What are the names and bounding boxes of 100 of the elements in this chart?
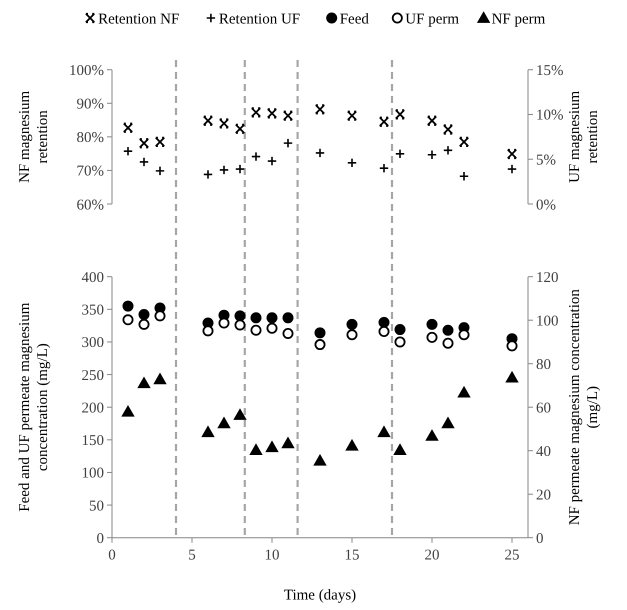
point: [266, 312, 278, 324]
point: [282, 436, 294, 448]
point: [138, 318, 150, 330]
y2-tick-label: 100: [536, 313, 558, 330]
point: [218, 318, 230, 329]
point: [122, 122, 134, 133]
legend-label: Retention UF: [218, 11, 300, 28]
y2-tick-label: 10%: [536, 108, 564, 124]
point: [506, 148, 518, 160]
point: [394, 324, 406, 336]
point: [378, 426, 390, 438]
point: [250, 107, 262, 118]
point: [426, 116, 438, 126]
y-tick-label: 90%: [76, 96, 104, 113]
point: [458, 136, 470, 147]
x-tick-label: 0: [108, 548, 116, 564]
y2-axis-title: NF permeate magnesium concentration (mg/L): [567, 288, 601, 526]
x-tick-label: 20: [424, 548, 440, 564]
point: [154, 136, 166, 147]
point: [250, 444, 262, 455]
point: [442, 324, 454, 336]
y-tick-label: 100: [82, 466, 104, 482]
y-tick-label: 0: [96, 530, 104, 547]
legend-label: Retention NF: [98, 11, 180, 28]
y-tick-label: 100%: [69, 62, 104, 79]
y2-tick-label: 15%: [536, 62, 564, 79]
point: [122, 314, 134, 326]
point: [250, 324, 262, 336]
point: [346, 439, 358, 451]
y2-tick-label: 0%: [536, 197, 556, 214]
point: [426, 332, 438, 343]
point: [154, 310, 166, 322]
point: [458, 386, 470, 398]
point: [250, 312, 262, 324]
point: [122, 300, 134, 312]
point: [266, 322, 278, 334]
point: [122, 405, 134, 417]
point: [138, 138, 150, 148]
point: [314, 104, 326, 114]
point: [234, 408, 246, 420]
point: [442, 338, 454, 349]
point: [426, 318, 438, 330]
y-tick-label: 300: [82, 335, 104, 352]
point: [442, 124, 454, 135]
point: [394, 336, 406, 348]
point: [394, 444, 406, 455]
y-tick-label: 150: [82, 433, 104, 450]
y2-tick-label: 0: [536, 530, 544, 547]
point: [266, 440, 278, 452]
point: [202, 325, 214, 336]
x-tick-label: 15: [344, 548, 360, 564]
y-axis-title: NF magnesium retention: [17, 90, 51, 183]
point: [282, 312, 294, 324]
point: [218, 118, 230, 129]
point: [202, 426, 214, 438]
point: [442, 416, 454, 428]
y2-tick-label: 20: [536, 487, 551, 504]
y2-tick-label: 40: [536, 444, 551, 460]
y2-tick-label: 120: [536, 270, 558, 286]
point: [234, 124, 246, 134]
point: [378, 116, 390, 127]
y-tick-label: 50: [89, 498, 104, 514]
point: [218, 416, 230, 428]
x-tick-label: 10: [264, 548, 280, 564]
point: [154, 372, 166, 384]
y2-tick-label: 80: [536, 356, 551, 373]
point: [346, 110, 358, 121]
y-tick-label: 70%: [76, 164, 104, 180]
y-tick-label: 80%: [76, 130, 104, 146]
y-tick-label: 60%: [76, 197, 104, 214]
y-axis-title: Feed and UF permeate magnesium concentration (mg/L): [17, 302, 51, 512]
point: [346, 329, 358, 340]
point: [282, 328, 294, 339]
point: [506, 371, 518, 383]
y-tick-label: 400: [82, 270, 104, 286]
point: [282, 110, 294, 121]
y2-axis-title: UF magnesium retention: [567, 90, 601, 183]
point: [202, 116, 214, 126]
x-tick-label: 5: [188, 548, 196, 564]
point: [234, 310, 246, 322]
point: [234, 319, 246, 330]
point: [138, 376, 150, 388]
point: [314, 454, 326, 466]
point: [378, 316, 390, 328]
point: [378, 326, 390, 338]
point: [346, 318, 358, 330]
y-tick-label: 250: [82, 368, 104, 384]
y-tick-label: 200: [82, 400, 104, 416]
point: [314, 339, 326, 350]
legend-label: NF perm: [492, 11, 546, 28]
point: [266, 108, 278, 118]
legend-label: UF perm: [405, 11, 460, 28]
y2-tick-label: 5%: [536, 152, 556, 168]
legend-label: Feed: [340, 11, 370, 28]
x-axis-title: Time (days): [284, 588, 356, 604]
y-tick-label: 350: [82, 302, 104, 319]
y2-tick-label: 60: [536, 400, 551, 416]
point: [138, 309, 150, 320]
x-tick-label: 25: [504, 548, 520, 564]
point: [394, 109, 406, 120]
